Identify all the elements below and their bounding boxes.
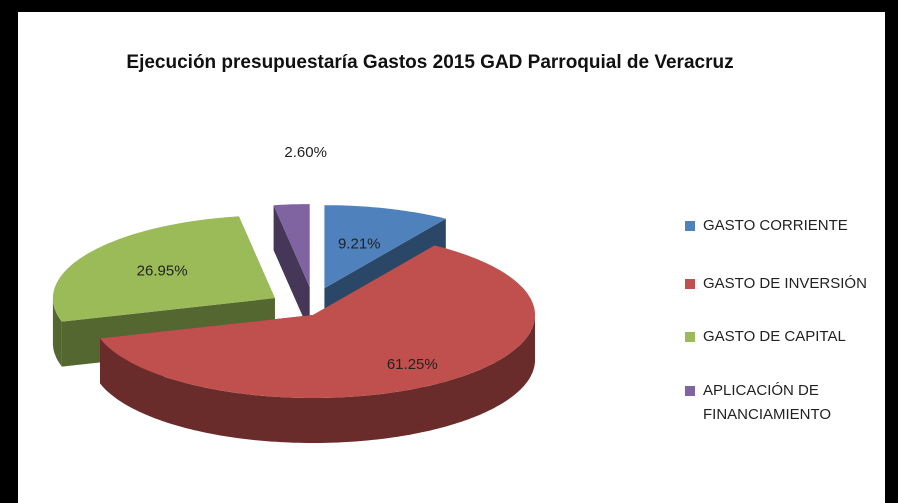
- legend-label: GASTO CORRIENTE: [703, 217, 848, 234]
- data-label: 26.95%: [137, 263, 188, 280]
- legend-swatch: [685, 279, 695, 289]
- chart-title: Ejecución presupuestaría Gastos 2015 GAD…: [126, 52, 734, 73]
- legend-label: APLICACIÓN DE FINANCIAMIENTO: [703, 382, 832, 423]
- slice: [273, 204, 310, 288]
- data-label: 2.60%: [284, 144, 327, 161]
- slice-side: [273, 205, 310, 333]
- slice: [100, 245, 535, 398]
- data-label: 9.21%: [338, 235, 381, 252]
- slice: [52, 216, 275, 322]
- legend-label: GASTO DE CAPITAL: [703, 328, 846, 345]
- legend-swatch: [685, 332, 695, 342]
- slice-side: [100, 315, 535, 443]
- slice: [324, 205, 446, 289]
- legend-label: GASTO DE INVERSIÓN: [703, 275, 867, 292]
- data-label: 61.25%: [387, 356, 438, 373]
- legend-swatch: [685, 221, 695, 231]
- slice-side: [52, 298, 62, 367]
- legend-swatch: [685, 386, 695, 396]
